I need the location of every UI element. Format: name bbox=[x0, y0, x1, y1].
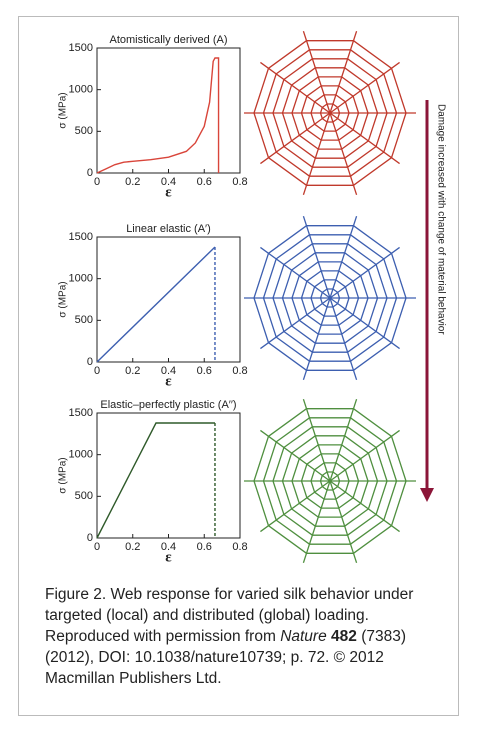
data-line bbox=[97, 247, 215, 362]
x-tick-label: 0.8 bbox=[232, 365, 247, 377]
x-axis-label: ε bbox=[165, 184, 172, 200]
x-tick-label: 0.2 bbox=[125, 541, 140, 553]
y-tick-label: 500 bbox=[75, 125, 93, 137]
data-line bbox=[97, 58, 219, 173]
plot-frame bbox=[97, 237, 240, 362]
x-tick-label: 0.2 bbox=[125, 176, 140, 188]
y-axis-label: σ (MPa) bbox=[58, 92, 69, 128]
arrow-head bbox=[420, 488, 434, 502]
caption-text: Figure 2. Web response for varied silk b… bbox=[45, 586, 413, 645]
x-tick-label: 0.8 bbox=[232, 176, 247, 188]
y-tick-label: 1000 bbox=[69, 84, 93, 96]
volume: 482 bbox=[331, 628, 357, 645]
x-tick-label: 0.6 bbox=[197, 365, 212, 377]
x-tick-label: 0 bbox=[94, 541, 100, 553]
y-axis-label: σ (MPa) bbox=[58, 457, 69, 493]
y-tick-label: 500 bbox=[75, 490, 93, 502]
y-tick-label: 1000 bbox=[69, 449, 93, 461]
x-tick-label: 0.2 bbox=[125, 365, 140, 377]
y-tick-label: 0 bbox=[87, 356, 93, 368]
x-tick-label: 0 bbox=[94, 176, 100, 188]
y-axis-label: σ (MPa) bbox=[58, 281, 69, 317]
y-tick-label: 1500 bbox=[69, 231, 93, 243]
x-tick-label: 0 bbox=[94, 365, 100, 377]
y-tick-label: 1500 bbox=[69, 407, 93, 419]
x-axis-label: ε bbox=[165, 549, 172, 565]
caption: Figure 2. Web response for varied silk b… bbox=[45, 584, 440, 689]
arrow-label: Damage increased with change of material… bbox=[435, 104, 446, 335]
y-tick-label: 0 bbox=[87, 532, 93, 544]
y-tick-label: 500 bbox=[75, 314, 93, 326]
plot-frame bbox=[97, 413, 240, 538]
chart-title: Linear elastic (A′) bbox=[126, 223, 211, 235]
x-axis-label: ε bbox=[165, 373, 172, 389]
x-tick-label: 0.6 bbox=[197, 176, 212, 188]
figure: Damage increased with change of material… bbox=[0, 0, 479, 580]
x-tick-label: 0.6 bbox=[197, 541, 212, 553]
y-tick-label: 1000 bbox=[69, 273, 93, 285]
page: Damage increased with change of material… bbox=[0, 0, 479, 736]
y-tick-label: 1500 bbox=[69, 42, 93, 54]
x-tick-label: 0.8 bbox=[232, 541, 247, 553]
chart-title: Atomistically derived (A) bbox=[110, 34, 228, 46]
data-line bbox=[97, 423, 215, 538]
chart-title: Elastic–perfectly plastic (A′′) bbox=[100, 399, 236, 411]
journal: Nature bbox=[280, 628, 327, 645]
y-tick-label: 0 bbox=[87, 167, 93, 179]
